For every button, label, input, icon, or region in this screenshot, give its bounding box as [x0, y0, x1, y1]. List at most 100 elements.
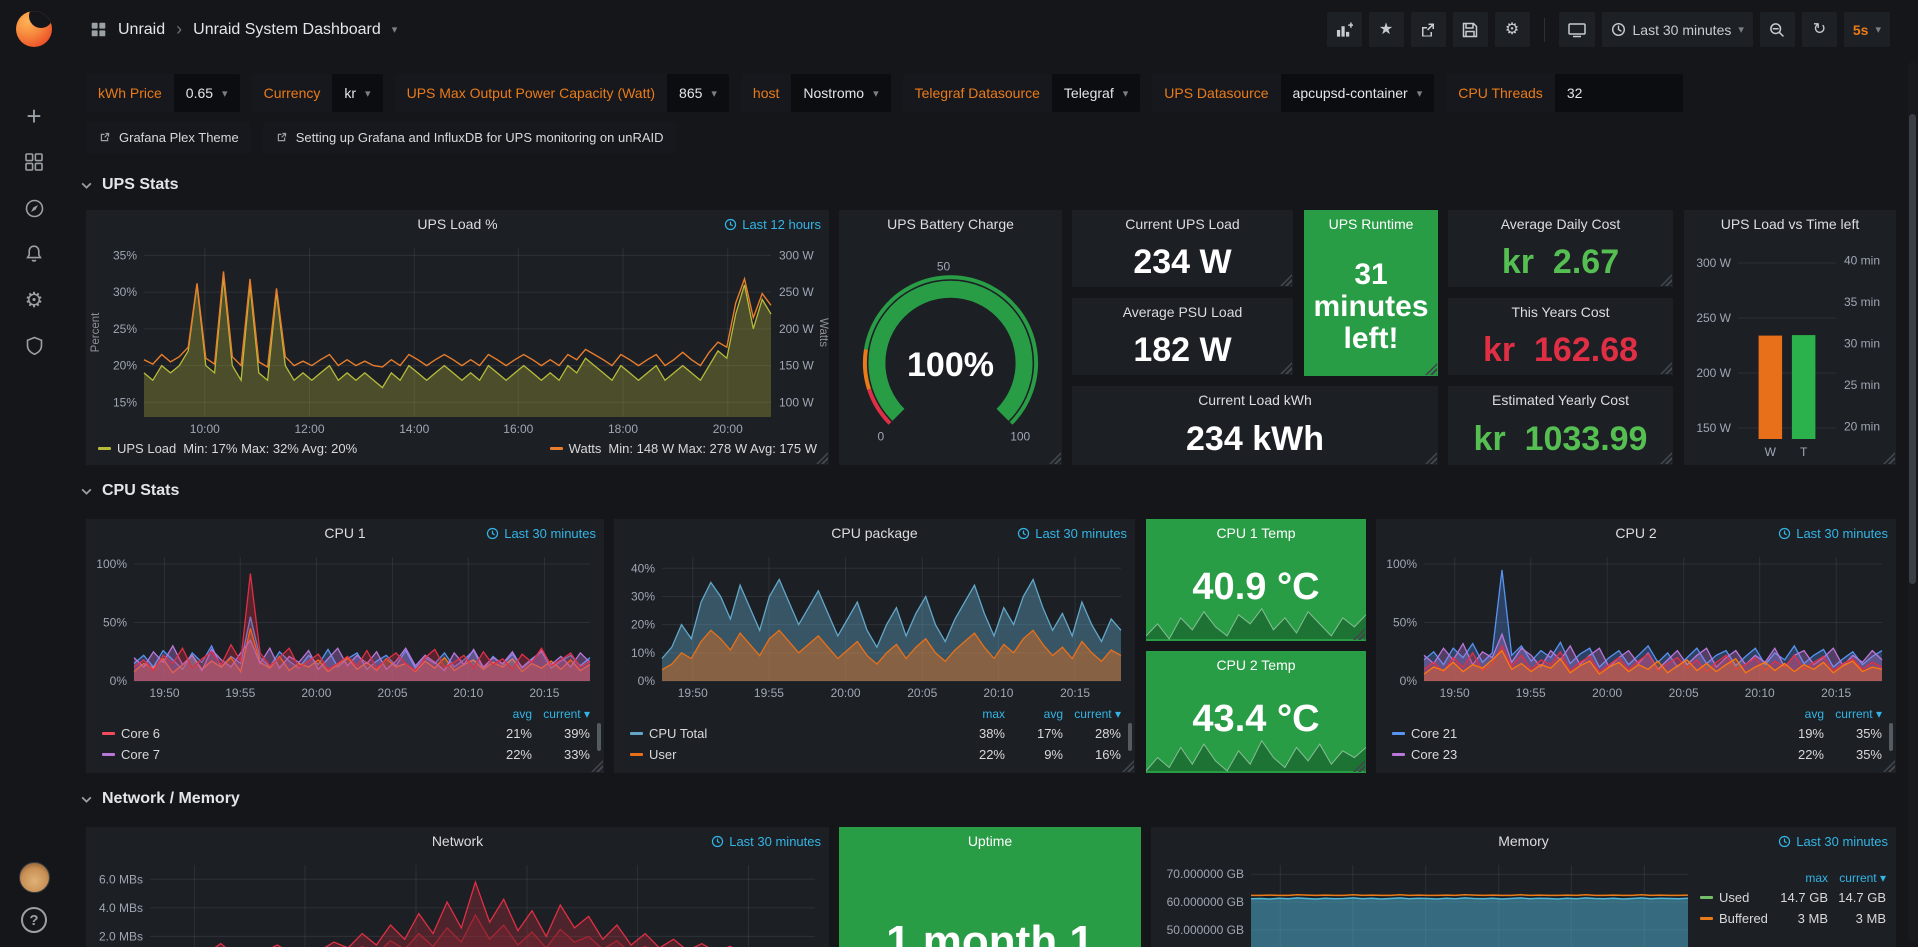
variable-kwh-price[interactable]: kWh Price0.65▾: [86, 74, 240, 112]
variable-value[interactable]: apcupsd-container▾: [1281, 74, 1435, 112]
legend-row-core-7[interactable]: Core 722%33%: [102, 744, 590, 765]
alerting-bell-icon[interactable]: [13, 231, 55, 277]
breadcrumb-dashboard-title[interactable]: Unraid System Dashboard: [193, 21, 381, 39]
panel-title[interactable]: Average Daily Cost: [1501, 216, 1621, 232]
save-button[interactable]: [1453, 12, 1488, 47]
panel-title[interactable]: Uptime: [968, 833, 1012, 849]
dashboard-link-grafana-plex-theme[interactable]: Grafana Plex Theme: [86, 122, 251, 153]
chart-legend: UPS LoadMin: 17% Max: 32% Avg: 20% WattsM…: [86, 439, 829, 465]
server-admin-shield-icon[interactable]: [13, 323, 55, 369]
page-scrollbar[interactable]: [1908, 62, 1917, 942]
svg-text:200 W: 200 W: [1696, 366, 1731, 380]
chevron-down-icon: ▾: [392, 23, 398, 36]
panel-title[interactable]: Memory: [1498, 833, 1549, 849]
time-picker-button[interactable]: Last 30 minutes ▾: [1602, 12, 1753, 47]
panel-title[interactable]: UPS Load %: [417, 216, 497, 232]
variable-value[interactable]: Nostromo▾: [791, 74, 890, 112]
svg-text:20:05: 20:05: [907, 686, 937, 700]
refresh-interval-button[interactable]: 5s ▾: [1844, 12, 1890, 47]
svg-text:10%: 10%: [631, 646, 655, 660]
time-range-badge: Last 30 minutes: [711, 827, 821, 855]
explore-compass-icon[interactable]: [13, 185, 55, 231]
variable-telegraf-datasource[interactable]: Telegraf DatasourceTelegraf▾: [903, 74, 1141, 112]
user-avatar[interactable]: [19, 862, 50, 893]
share-button[interactable]: [1411, 12, 1446, 47]
zoom-out-button[interactable]: [1760, 12, 1795, 47]
dashboards-icon[interactable]: [13, 139, 55, 185]
scrollbar-thumb[interactable]: [1909, 114, 1916, 584]
variable-ups-max-output-power-capacity-watt[interactable]: UPS Max Output Power Capacity (Watt)865▾: [395, 74, 729, 112]
memory-chart: 19:5019:5520:0020:0520:1020:1550.000000 …: [1151, 855, 1700, 947]
panel-ups-battery-charge: UPS Battery Charge 050100100%: [839, 210, 1062, 465]
legend-row-core-23[interactable]: Core 2322%35%: [1392, 744, 1882, 765]
svg-text:250 W: 250 W: [1696, 311, 1731, 325]
variable-value[interactable]: 32: [1555, 74, 1683, 112]
panel-title[interactable]: This Years Cost: [1511, 304, 1609, 320]
panel-title[interactable]: UPS Runtime: [1329, 216, 1414, 232]
variable-currency[interactable]: Currencykr▾: [252, 74, 383, 112]
legend-row-used[interactable]: Used14.7 GB14.7 GB: [1700, 887, 1886, 908]
panel-title[interactable]: UPS Load vs Time left: [1721, 216, 1860, 232]
panel-title[interactable]: CPU 1 Temp: [1216, 525, 1295, 541]
add-panel-button[interactable]: [1327, 12, 1362, 47]
legend-item-watts[interactable]: WattsMin: 148 W Max: 278 W Avg: 175 W: [550, 441, 817, 456]
svg-text:0%: 0%: [1400, 674, 1418, 688]
panel-title[interactable]: CPU 2 Temp: [1216, 657, 1295, 673]
legend-row-core-21[interactable]: Core 2119%35%: [1392, 723, 1882, 744]
legend-row-buffered[interactable]: Buffered3 MB3 MB: [1700, 908, 1886, 929]
panel-title[interactable]: Network: [432, 833, 483, 849]
svg-text:20:15: 20:15: [529, 686, 559, 700]
variable-value[interactable]: Telegraf▾: [1052, 74, 1140, 112]
chevron-down-icon: ▾: [711, 87, 717, 100]
svg-text:100%: 100%: [907, 346, 994, 384]
panel-title[interactable]: Current UPS Load: [1125, 216, 1239, 232]
section-network-memory[interactable]: Network / Memory: [80, 787, 240, 811]
variable-host[interactable]: hostNostromo▾: [741, 74, 891, 112]
variable-value[interactable]: kr▾: [332, 74, 382, 112]
variable-value[interactable]: 865▾: [667, 74, 729, 112]
variable-value[interactable]: 0.65▾: [174, 74, 240, 112]
panel-cpu-package: CPU package Last 30 minutes 19:5019:5520…: [614, 519, 1135, 773]
panel-title[interactable]: CPU 1: [324, 525, 365, 541]
breadcrumb-folder[interactable]: Unraid: [118, 21, 165, 39]
svg-text:20:15: 20:15: [1821, 686, 1851, 700]
chevron-down-icon: [80, 485, 93, 498]
breadcrumb-separator: ›: [176, 19, 182, 40]
cycle-view-tv-button[interactable]: [1559, 12, 1595, 47]
settings-gear-button[interactable]: ⚙: [1495, 12, 1530, 47]
cpu1-temp-sparkline: [1146, 595, 1366, 641]
dashboard-link-setting-up-grafana-and-influxdb-[interactable]: Setting up Grafana and InfluxDB for UPS …: [263, 122, 676, 153]
chevron-down-icon: ▾: [1875, 23, 1881, 36]
svg-text:20:15: 20:15: [1060, 686, 1090, 700]
panel-title[interactable]: CPU 2: [1615, 525, 1656, 541]
grafana-logo-icon[interactable]: [16, 11, 52, 47]
panel-title[interactable]: Current Load kWh: [1198, 392, 1312, 408]
panel-title[interactable]: CPU package: [831, 525, 917, 541]
configuration-gear-icon[interactable]: ⚙: [13, 277, 55, 323]
section-cpu-stats[interactable]: CPU Stats: [80, 479, 179, 503]
help-icon[interactable]: ?: [21, 907, 47, 933]
variables-row: kWh Price0.65▾ Currencykr▾ UPS Max Output …: [86, 74, 1683, 112]
star-button[interactable]: ★: [1369, 12, 1404, 47]
panel-title[interactable]: Average PSU Load: [1123, 304, 1243, 320]
dashboard-grid-icon[interactable]: [90, 21, 107, 38]
legend-scrollbar[interactable]: [1128, 723, 1132, 751]
panel-title[interactable]: Estimated Yearly Cost: [1492, 392, 1629, 408]
svg-text:20:10: 20:10: [983, 686, 1013, 700]
refresh-button[interactable]: ↻: [1802, 12, 1837, 47]
legend-row-cpu-total[interactable]: CPU Total38%17%28%: [630, 723, 1121, 744]
variable-ups-datasource[interactable]: UPS Datasourceapcupsd-container▾: [1152, 74, 1434, 112]
legend-scrollbar[interactable]: [597, 723, 601, 751]
legend-item-ups-load[interactable]: UPS LoadMin: 17% Max: 32% Avg: 20%: [98, 441, 357, 456]
svg-text:100%: 100%: [1386, 557, 1417, 571]
chevron-down-icon: ▾: [365, 87, 371, 100]
legend-row-core-6[interactable]: Core 621%39%: [102, 723, 590, 744]
legend-row-user[interactable]: User22%9%16%: [630, 744, 1121, 765]
legend-scrollbar[interactable]: [1889, 723, 1893, 751]
section-ups-stats[interactable]: UPS Stats: [80, 173, 178, 197]
add-icon[interactable]: +: [13, 93, 55, 139]
ups-load-time-bars-chart: 150 W200 W250 W300 W20 min25 min30 min35…: [1684, 238, 1896, 465]
panel-title[interactable]: UPS Battery Charge: [887, 216, 1014, 232]
variable-cpu-threads[interactable]: CPU Threads32: [1446, 74, 1683, 112]
sidebar: + ⚙ ?: [0, 0, 68, 947]
